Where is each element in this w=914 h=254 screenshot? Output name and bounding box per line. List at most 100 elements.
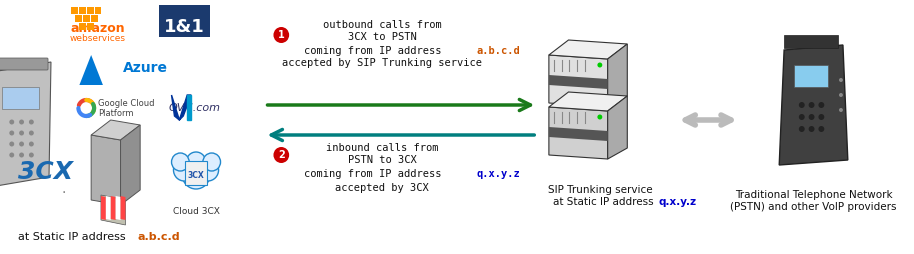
Circle shape [839, 78, 843, 82]
Text: coming from IP address: coming from IP address [303, 46, 448, 56]
Circle shape [799, 114, 804, 120]
Text: a.b.c.d: a.b.c.d [476, 46, 520, 56]
Circle shape [9, 141, 15, 147]
Text: 3CX to PSTN: 3CX to PSTN [348, 32, 417, 42]
Circle shape [197, 159, 218, 181]
Circle shape [174, 159, 195, 181]
Circle shape [172, 153, 189, 171]
Circle shape [818, 126, 824, 132]
Circle shape [818, 102, 824, 108]
Circle shape [29, 141, 34, 147]
Polygon shape [91, 135, 121, 205]
Text: Platform: Platform [98, 109, 133, 119]
Text: 1&1: 1&1 [164, 18, 205, 36]
FancyBboxPatch shape [90, 14, 98, 22]
Circle shape [19, 119, 24, 124]
Text: 2: 2 [278, 150, 284, 160]
Polygon shape [549, 75, 608, 89]
Polygon shape [101, 196, 106, 220]
Polygon shape [106, 196, 111, 220]
FancyBboxPatch shape [79, 23, 86, 29]
Text: PSTN to 3CX: PSTN to 3CX [348, 155, 417, 165]
Text: Traditional Telephone Network: Traditional Telephone Network [735, 190, 892, 200]
Polygon shape [549, 107, 608, 159]
FancyBboxPatch shape [186, 161, 207, 185]
Polygon shape [549, 40, 627, 59]
Polygon shape [549, 127, 608, 141]
FancyBboxPatch shape [71, 7, 78, 13]
Text: a.b.c.d: a.b.c.d [137, 232, 180, 242]
Circle shape [839, 93, 843, 97]
Circle shape [9, 119, 15, 124]
Polygon shape [784, 35, 838, 48]
Polygon shape [172, 95, 191, 120]
Circle shape [598, 62, 602, 68]
Circle shape [273, 27, 289, 43]
Circle shape [809, 126, 814, 132]
Circle shape [186, 152, 206, 172]
Circle shape [9, 131, 15, 135]
Text: at Static IP address: at Static IP address [17, 232, 129, 242]
Text: accepted by 3CX: accepted by 3CX [335, 183, 430, 193]
Polygon shape [121, 196, 125, 220]
Text: Azure: Azure [122, 61, 167, 75]
Polygon shape [111, 196, 116, 220]
Text: OVH.com: OVH.com [168, 103, 220, 113]
Polygon shape [549, 55, 608, 107]
Polygon shape [608, 44, 627, 107]
Circle shape [19, 141, 24, 147]
Text: q.x.y.z: q.x.y.z [476, 169, 520, 179]
FancyBboxPatch shape [0, 58, 48, 70]
Circle shape [9, 152, 15, 157]
FancyBboxPatch shape [159, 5, 209, 37]
Polygon shape [0, 62, 51, 187]
Text: .: . [62, 182, 66, 196]
Polygon shape [101, 195, 125, 225]
FancyBboxPatch shape [79, 7, 86, 13]
Polygon shape [608, 96, 627, 159]
Circle shape [799, 126, 804, 132]
FancyBboxPatch shape [87, 23, 93, 29]
Text: amazon: amazon [70, 22, 125, 35]
Text: inbound calls from: inbound calls from [326, 143, 439, 153]
Text: accepted by SIP Trunking service: accepted by SIP Trunking service [282, 58, 483, 68]
Text: 3CX: 3CX [17, 160, 72, 184]
Text: q.x.y.z: q.x.y.z [659, 197, 696, 207]
Circle shape [29, 119, 34, 124]
Polygon shape [116, 196, 121, 220]
Circle shape [809, 114, 814, 120]
Circle shape [273, 147, 289, 163]
FancyBboxPatch shape [75, 14, 82, 22]
Text: coming from IP address: coming from IP address [303, 169, 448, 179]
Circle shape [29, 131, 34, 135]
Text: (PSTN) and other VoIP providers: (PSTN) and other VoIP providers [730, 202, 897, 212]
FancyBboxPatch shape [94, 7, 101, 13]
Text: at Static IP address: at Static IP address [553, 197, 656, 207]
Text: 1: 1 [278, 30, 284, 40]
Circle shape [598, 115, 602, 119]
Circle shape [203, 153, 220, 171]
FancyBboxPatch shape [2, 87, 39, 109]
Polygon shape [91, 120, 140, 140]
FancyBboxPatch shape [794, 65, 828, 87]
Circle shape [839, 108, 843, 112]
FancyBboxPatch shape [83, 14, 90, 22]
Circle shape [182, 161, 209, 189]
Polygon shape [80, 55, 103, 85]
Text: outbound calls from: outbound calls from [323, 20, 441, 30]
Circle shape [799, 102, 804, 108]
Circle shape [818, 114, 824, 120]
Polygon shape [121, 125, 140, 205]
Circle shape [19, 152, 24, 157]
Circle shape [29, 152, 34, 157]
Polygon shape [549, 92, 627, 111]
FancyBboxPatch shape [87, 7, 93, 13]
Circle shape [19, 131, 24, 135]
Polygon shape [780, 45, 848, 165]
Polygon shape [187, 95, 191, 120]
Text: webservices: webservices [70, 34, 126, 43]
Text: 3CX: 3CX [187, 171, 205, 181]
Text: Cloud 3CX: Cloud 3CX [173, 207, 219, 216]
Text: SIP Trunking service: SIP Trunking service [547, 185, 653, 195]
Circle shape [809, 102, 814, 108]
